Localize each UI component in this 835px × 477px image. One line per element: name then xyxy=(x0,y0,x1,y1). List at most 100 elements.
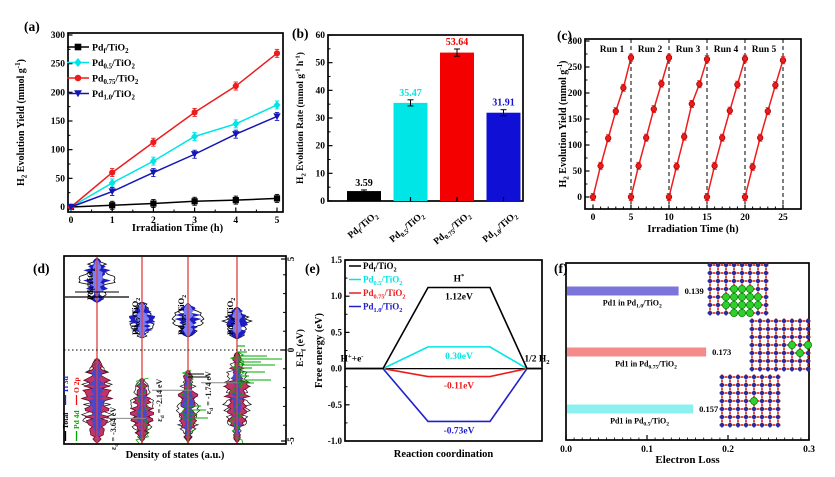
svg-text:Run 1: Run 1 xyxy=(600,45,625,55)
svg-text:0.1: 0.1 xyxy=(641,445,653,455)
svg-text:300: 300 xyxy=(568,37,583,47)
svg-text:0: 0 xyxy=(577,193,582,203)
svg-text:150: 150 xyxy=(568,115,583,125)
run-1: Run 2 xyxy=(627,45,673,201)
svg-text:150: 150 xyxy=(51,117,66,127)
svg-text:0.0: 0.0 xyxy=(331,364,343,374)
panel-d-label: (d) xyxy=(33,261,50,276)
run-4: Run 5 xyxy=(741,45,787,201)
series-0 xyxy=(67,193,281,211)
svg-text:35.47: 35.47 xyxy=(399,88,422,99)
legend: Total Ti 3d Pd 4d O 2p xyxy=(61,375,81,441)
svg-text:0.0: 0.0 xyxy=(560,445,572,455)
panel-f-label: (f) xyxy=(554,261,568,276)
energy-path-0: 1.12eV xyxy=(346,286,542,370)
energy-path-3: -0.73eV xyxy=(346,367,542,436)
svg-text:E-Ef (eV): E-Ef (eV) xyxy=(295,329,307,367)
bar-1: 35.47 Pd0.5/TiO2 xyxy=(388,88,428,246)
legend: Pdf/TiO2 Pd0.5/TiO2 Pd0.75/TiO2 Pd1.0/TiO2 xyxy=(67,43,139,102)
svg-text:10: 10 xyxy=(664,213,674,223)
y-axis-right-label: E-Ef (eV) xyxy=(295,329,307,367)
axes: -1.0 -0.5 0.0 0.5 1.0 1.5 xyxy=(328,255,543,446)
svg-text:Run 2: Run 2 xyxy=(638,45,663,55)
x-axis-label: Electron Loss xyxy=(655,454,720,466)
svg-text:Pd1 in Pd1.0/TiO2: Pd1 in Pd1.0/TiO2 xyxy=(603,299,662,310)
y-axis-label: H2 Evolution Yield (mmol g-1) xyxy=(14,59,28,186)
svg-text:Run 5: Run 5 xyxy=(752,45,777,55)
svg-text:31.91: 31.91 xyxy=(492,98,515,109)
panel-e-free-energy-diagram: -1.0 -0.5 0.0 0.5 1.0 1.5 Free energy (eV) Reac… xyxy=(314,255,550,460)
state-annotations: H++e- H* 1/2 H2 xyxy=(340,273,550,366)
y-axis-label: Free energy (eV) xyxy=(314,312,325,388)
svg-text:Free energy (eV): Free energy (eV) xyxy=(314,312,325,388)
run-2: Run 3 xyxy=(665,45,711,201)
x-axis-label: Reaction coordination xyxy=(394,449,494,460)
tio2-lattice-pd-cluster-small xyxy=(749,318,813,372)
panel-b-h2-rate-bar-chart: 0 10 20 30 40 50 60 H2 Evolution Rate (mmol g-1… xyxy=(294,31,524,247)
bar-2: 53.64 Pd0.75/TiO2 xyxy=(432,37,474,247)
svg-text:15: 15 xyxy=(702,213,712,223)
x-axis-label: Irradiation Time (h) xyxy=(647,224,739,235)
svg-text:Ti 3d: Ti 3d xyxy=(61,375,70,393)
svg-text:Pd1 in Pd0.75/TiO2: Pd1 in Pd0.75/TiO2 xyxy=(615,360,677,371)
svg-text:Pd1.0/TiO2: Pd1.0/TiO2 xyxy=(481,210,521,246)
svg-text:0: 0 xyxy=(320,197,325,207)
svg-text:20: 20 xyxy=(740,213,750,223)
svg-text:250: 250 xyxy=(51,60,66,70)
y-axis-label: H2 Evolution Yield (mmol g-1) xyxy=(556,61,570,188)
run-0: Run 1 xyxy=(589,45,635,201)
svg-text:100: 100 xyxy=(51,146,66,156)
run-separators xyxy=(630,39,784,209)
svg-text:Pd0.5/TiO2: Pd0.5/TiO2 xyxy=(388,210,428,246)
svg-text:Total: Total xyxy=(61,413,70,429)
svg-text:2: 2 xyxy=(151,216,156,226)
panel-e-label: (e) xyxy=(305,261,320,276)
y-axis-label: H2 Evolution Rate (mmol g-1 h-1) xyxy=(294,52,307,184)
dos-column-0: Pdf/TiO2 xyxy=(78,257,116,445)
svg-text:H++e-: H++e- xyxy=(340,353,363,365)
svg-text:Irradiation Time (h): Irradiation Time (h) xyxy=(647,224,739,235)
svg-text:4: 4 xyxy=(233,216,238,226)
svg-text:3.59: 3.59 xyxy=(355,178,373,189)
svg-text:Pdf/TiO2: Pdf/TiO2 xyxy=(363,261,397,273)
svg-text:εd = -2.14 eV: εd = -2.14 eV xyxy=(155,378,166,421)
svg-text:-0.5: -0.5 xyxy=(328,400,343,410)
svg-text:30: 30 xyxy=(316,114,326,124)
svg-text:Pdf/TiO2: Pdf/TiO2 xyxy=(92,43,129,56)
svg-text:0.173: 0.173 xyxy=(712,347,731,357)
svg-text:H2 Evolution Yield (mmol g-1): H2 Evolution Yield (mmol g-1) xyxy=(14,59,28,186)
hbar-2: 0.157 Pd1 in Pd0.5/TiO2 xyxy=(567,404,719,428)
svg-text:1.12eV: 1.12eV xyxy=(445,293,473,303)
x-axis-label: Irradiation Time (h) xyxy=(132,223,224,234)
svg-text:200: 200 xyxy=(51,88,66,98)
svg-text:0.139: 0.139 xyxy=(685,286,704,296)
svg-text:Pd1 in Pd0.5/TiO2: Pd1 in Pd0.5/TiO2 xyxy=(610,417,669,428)
svg-text:Density of states (a.u.): Density of states (a.u.) xyxy=(126,450,225,461)
svg-text:Pdf/TiO2: Pdf/TiO2 xyxy=(85,268,97,300)
svg-text:0.5: 0.5 xyxy=(331,327,343,337)
svg-text:3: 3 xyxy=(192,216,197,226)
hbar-1: 0.173 Pd1 in Pd0.75/TiO2 xyxy=(567,347,731,371)
svg-text:Pd0.75/TiO2: Pd0.75/TiO2 xyxy=(176,295,188,335)
svg-text:0.157: 0.157 xyxy=(699,404,719,414)
svg-text:O 2p: O 2p xyxy=(72,377,81,393)
svg-text:0: 0 xyxy=(591,213,596,223)
dos-column-3: Pd1.0/TiO2 εd = -1.74 eV xyxy=(201,257,254,445)
svg-text:Pd1.0/TiO2: Pd1.0/TiO2 xyxy=(363,302,402,314)
svg-text:1: 1 xyxy=(110,216,115,226)
svg-text:50: 50 xyxy=(573,167,583,177)
svg-text:H2 Evolution Yield (mmol g-1): H2 Evolution Yield (mmol g-1) xyxy=(556,61,570,188)
svg-text:0: 0 xyxy=(60,203,65,213)
svg-text:Pd0.75/TiO2: Pd0.75/TiO2 xyxy=(92,74,139,87)
svg-text:Pd0.5/TiO2: Pd0.5/TiO2 xyxy=(92,58,135,71)
svg-text:5: 5 xyxy=(286,256,296,261)
svg-text:Irradiation Time (h): Irradiation Time (h) xyxy=(132,223,224,234)
hbar-0: 0.139 Pd1 in Pd1.0/TiO2 xyxy=(567,286,704,310)
